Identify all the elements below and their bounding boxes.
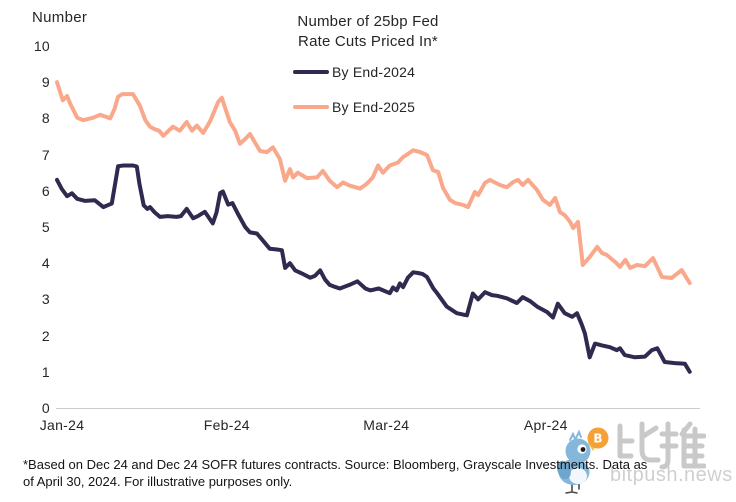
y-axis-title: Number [32, 9, 88, 26]
bird-pupil [580, 447, 586, 452]
y-tick-label: 4 [41, 255, 50, 272]
legend-swatch [293, 69, 329, 75]
chart-title-line1: Number of 25bp Fed [297, 13, 439, 30]
y-tick-label: 9 [41, 74, 50, 91]
x-tick-label: Apr-24 [523, 417, 568, 433]
legend-item: By End-2024 [293, 63, 415, 81]
bird-belly [569, 468, 587, 484]
legend-item: By End-2025 [293, 98, 415, 116]
chart-title: Number of 25bp Fed Rate Cuts Priced In* [240, 12, 496, 52]
y-tick-label: 6 [41, 182, 50, 199]
bitpush-cn-logo [617, 421, 706, 470]
y-tick-label: 0 [41, 400, 50, 416]
y-tick-label: 3 [41, 291, 50, 308]
legend-label: By End-2025 [332, 99, 416, 115]
bird-wing [557, 460, 571, 480]
y-tick-label: 1 [41, 363, 50, 380]
bird-legs [565, 481, 580, 494]
footnote: *Based on Dec 24 and Dec 24 SOFR futures… [23, 456, 723, 490]
y-tick-label: 10 [33, 38, 50, 54]
bitcoin-symbol: B [593, 432, 602, 446]
series-line-by-end-2025 [55, 80, 692, 286]
chart-title-line2: Rate Cuts Priced In* [298, 33, 438, 50]
footnote-line1: *Based on Dec 24 and Dec 24 SOFR futures… [23, 457, 648, 472]
bird-tuft [569, 429, 582, 441]
legend-swatch [293, 104, 329, 110]
y-tick-label: 5 [41, 219, 50, 235]
bitpush-domain-text: bitpush.news [610, 464, 733, 486]
bitpush-bird-icon: B [557, 427, 609, 494]
series-line-by-end-2024 [55, 163, 692, 374]
y-tick-label: 8 [41, 110, 50, 127]
y-tick-label: 2 [41, 327, 50, 344]
legend-label: By End-2024 [332, 64, 416, 80]
y-tick-label: 7 [41, 146, 50, 163]
bitcoin-coin-icon [587, 427, 609, 449]
legend: By End-2024 By End-2025 [293, 63, 415, 133]
x-tick-label: Jan-24 [39, 417, 85, 433]
x-tick-label: Mar-24 [363, 417, 410, 433]
x-tick-label: Feb-24 [203, 417, 250, 433]
footnote-line2: of April 30, 2024. For illustrative purp… [23, 474, 293, 489]
bitpush-watermark: B bitpush.news [548, 420, 736, 502]
